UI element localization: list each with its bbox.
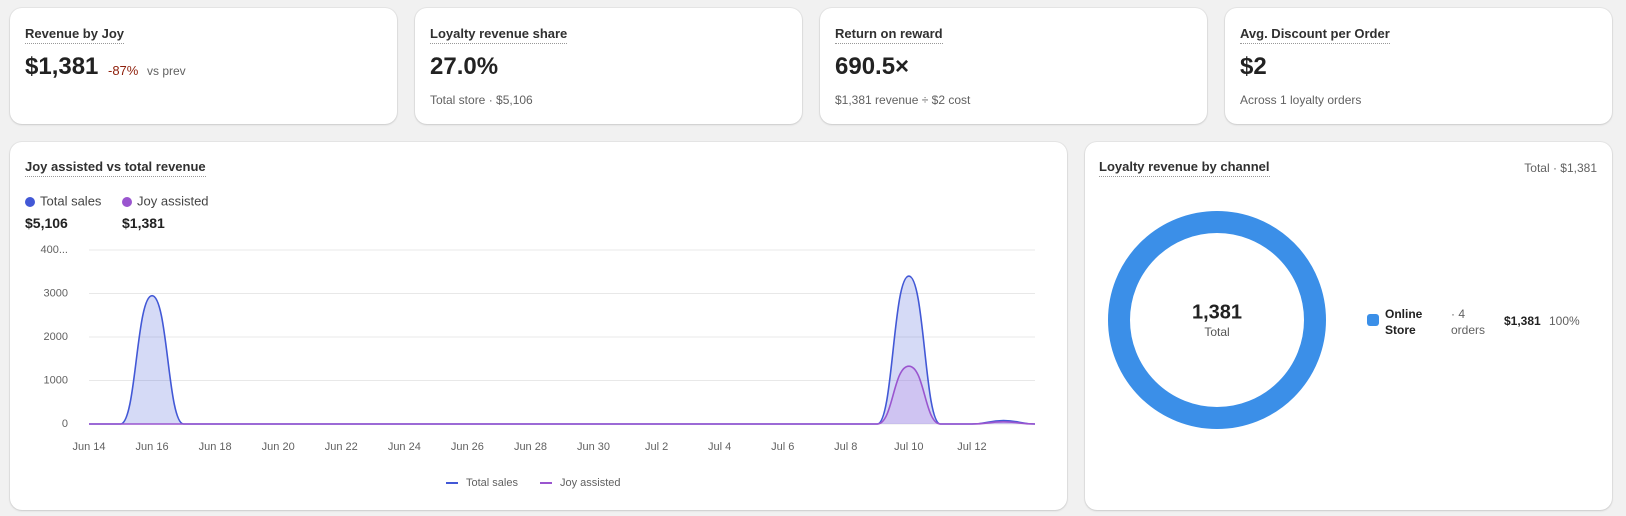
donut-slice bbox=[1108, 211, 1326, 429]
legend-dot bbox=[122, 197, 132, 207]
kpi-card: Revenue by Joy $1,381 -87% vs prev bbox=[10, 8, 397, 124]
x-tick-label: Jun 14 bbox=[72, 441, 105, 453]
kpi-value: $2 bbox=[1240, 53, 1267, 80]
legend-percent: 100% bbox=[1549, 314, 1580, 328]
kpi-title: Loyalty revenue share bbox=[430, 26, 568, 44]
kpi-card: Loyalty revenue share 27.0% Total store … bbox=[415, 8, 802, 124]
x-tick-label: Jun 24 bbox=[388, 441, 421, 453]
kpi-card: Avg. Discount per Order $2 Across 1 loya… bbox=[1225, 8, 1612, 124]
kpi-note: $1,381 revenue ÷ $2 cost bbox=[835, 93, 971, 107]
x-tick-label: Jun 30 bbox=[577, 441, 610, 453]
legend-dot bbox=[25, 197, 35, 207]
kpi-note: Total store · $5,106 bbox=[430, 93, 533, 107]
x-tick-label: Jun 22 bbox=[325, 441, 358, 453]
line-chart-card: Joy assisted vs total revenue $5,106 $1,… bbox=[10, 142, 1067, 510]
legend-label: Online Store bbox=[1385, 307, 1423, 337]
x-tick-label: Jun 26 bbox=[451, 441, 484, 453]
line bbox=[89, 365, 1036, 425]
legend-swatch bbox=[1367, 314, 1379, 326]
kpi-title: Avg. Discount per Order bbox=[1240, 26, 1390, 44]
legend-orders: · 4 orders bbox=[1451, 307, 1486, 337]
x-tick-label: Jul 6 bbox=[771, 441, 794, 453]
chart-title: Joy assisted vs total revenue bbox=[25, 159, 206, 177]
kpi-card: Return on reward 690.5× $1,381 revenue ÷… bbox=[820, 8, 1207, 124]
x-tick-label: Jun 16 bbox=[136, 441, 169, 453]
legend-total: $5,106 bbox=[25, 215, 68, 231]
legend-amount: $1,381 bbox=[1504, 314, 1541, 328]
chart-subtitle: Total · $1,381 bbox=[1524, 161, 1597, 175]
y-tick-label: 0 bbox=[62, 418, 68, 430]
x-tick-label: Jul 4 bbox=[708, 441, 731, 453]
legend-label: Total sales bbox=[40, 193, 102, 208]
x-tick-label: Jul 10 bbox=[894, 441, 923, 453]
chart-title: Loyalty revenue by channel bbox=[1099, 159, 1270, 177]
x-tick-label: Jun 20 bbox=[262, 441, 295, 453]
donut-center-value: 1,381 bbox=[1192, 301, 1242, 323]
legend-label: Joy assisted bbox=[560, 477, 621, 489]
kpi-value: $1,381 bbox=[25, 53, 99, 80]
kpi-delta-note: vs prev bbox=[147, 64, 186, 78]
legend-label: Total sales bbox=[466, 477, 518, 489]
kpi-value: 690.5× bbox=[835, 53, 910, 80]
kpi-title: Return on reward bbox=[835, 26, 943, 44]
legend-label: Joy assisted bbox=[137, 193, 209, 208]
x-tick-label: Jun 28 bbox=[514, 441, 547, 453]
y-tick-label: 3000 bbox=[44, 287, 68, 299]
kpi-title: Revenue by Joy bbox=[25, 26, 124, 44]
kpi-note: Across 1 loyalty orders bbox=[1240, 93, 1362, 107]
x-tick-label: Jul 2 bbox=[645, 441, 668, 453]
legend-total: $1,381 bbox=[122, 215, 165, 231]
kpi-delta: -87% bbox=[108, 63, 139, 78]
x-tick-label: Jun 18 bbox=[199, 441, 232, 453]
kpi-value: 27.0% bbox=[430, 53, 499, 80]
donut-card: Loyalty revenue by channel Total · $1,38… bbox=[1085, 142, 1612, 510]
y-tick-label: 1000 bbox=[44, 374, 68, 386]
donut-center-label: Total bbox=[1204, 325, 1229, 339]
x-tick-label: Jul 8 bbox=[834, 441, 857, 453]
y-tick-label: 400... bbox=[40, 244, 68, 256]
y-tick-label: 2000 bbox=[44, 331, 68, 343]
x-tick-label: Jul 12 bbox=[957, 441, 986, 453]
